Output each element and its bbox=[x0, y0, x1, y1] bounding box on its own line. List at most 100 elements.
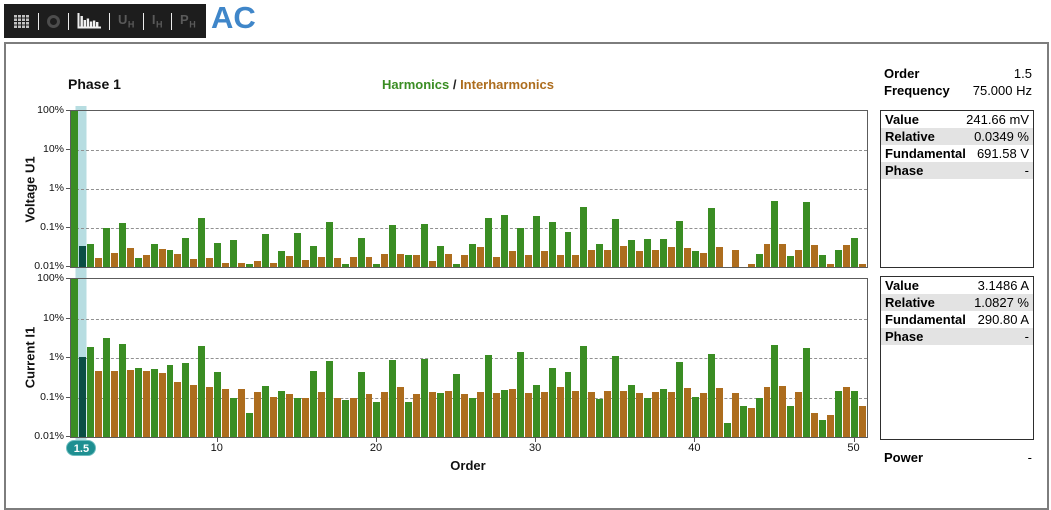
interharmonic-bar[interactable] bbox=[461, 255, 468, 267]
interharmonic-bar[interactable] bbox=[636, 393, 644, 437]
harmonic-bar[interactable] bbox=[437, 245, 445, 267]
interharmonic-bar[interactable] bbox=[190, 259, 198, 267]
interharmonic-bar[interactable] bbox=[779, 385, 787, 437]
interharmonic-bar[interactable] bbox=[779, 244, 787, 267]
interharmonic-bar[interactable] bbox=[126, 370, 134, 437]
harmonic-bar[interactable] bbox=[325, 222, 333, 267]
interharmonic-bar[interactable] bbox=[811, 245, 819, 267]
interharmonic-bar[interactable] bbox=[174, 382, 182, 437]
harmonic-bar[interactable] bbox=[421, 223, 429, 267]
harmonic-bar[interactable] bbox=[469, 243, 476, 267]
cursor-order-badge[interactable]: 1.5 bbox=[66, 440, 97, 456]
harmonic-bar[interactable] bbox=[277, 390, 285, 437]
harmonic-bar[interactable] bbox=[835, 250, 843, 267]
interharmonic-bar[interactable] bbox=[795, 391, 803, 437]
harmonic-bar[interactable] bbox=[787, 406, 795, 437]
harmonic-bar[interactable] bbox=[341, 263, 349, 267]
harmonic-bar[interactable] bbox=[86, 347, 94, 437]
current-harmonics-chart[interactable] bbox=[70, 278, 868, 438]
harmonic-bar[interactable] bbox=[182, 363, 190, 437]
interharmonic-bar[interactable] bbox=[270, 396, 277, 437]
interharmonic-bar[interactable] bbox=[445, 390, 453, 437]
harmonic-bar[interactable] bbox=[500, 214, 508, 267]
interharmonic-bar[interactable] bbox=[301, 397, 309, 437]
interharmonic-bar[interactable] bbox=[668, 391, 675, 437]
harmonic-bar[interactable] bbox=[309, 245, 317, 267]
interharmonic-bar[interactable] bbox=[827, 414, 835, 437]
interharmonic-bar[interactable] bbox=[429, 391, 437, 437]
harmonic-bar[interactable] bbox=[675, 361, 683, 437]
harmonic-bar[interactable] bbox=[293, 397, 301, 437]
harmonic-bar[interactable] bbox=[628, 239, 636, 267]
harmonic-bar[interactable] bbox=[230, 239, 238, 267]
harmonic-bar[interactable] bbox=[516, 228, 524, 267]
harmonic-bar[interactable] bbox=[691, 250, 699, 267]
interharmonic-bar[interactable] bbox=[492, 257, 500, 267]
interharmonic-bar[interactable] bbox=[731, 393, 739, 437]
harmonic-bar[interactable] bbox=[357, 238, 365, 267]
interharmonic-bar[interactable] bbox=[572, 390, 580, 437]
harmonic-bar[interactable] bbox=[262, 234, 269, 267]
harmonics-chart-icon[interactable] bbox=[77, 13, 101, 29]
interharmonic-bar[interactable] bbox=[94, 258, 102, 267]
interharmonic-bar[interactable] bbox=[620, 245, 628, 267]
interharmonic-bar[interactable] bbox=[270, 262, 277, 267]
harmonic-bar[interactable] bbox=[453, 373, 461, 437]
harmonic-bar[interactable] bbox=[500, 389, 508, 437]
interharmonic-bar[interactable] bbox=[238, 389, 246, 437]
harmonic-bar[interactable] bbox=[373, 402, 381, 437]
harmonic-bar[interactable] bbox=[453, 263, 461, 267]
harmonic-bar[interactable] bbox=[660, 238, 667, 267]
interharmonic-bar[interactable] bbox=[158, 248, 166, 267]
interharmonic-bar[interactable] bbox=[636, 251, 644, 267]
interharmonic-bar[interactable] bbox=[827, 263, 835, 267]
interharmonic-bar[interactable] bbox=[222, 389, 230, 437]
harmonic-bar[interactable] bbox=[851, 390, 859, 437]
interharmonic-bar[interactable] bbox=[588, 391, 596, 437]
harmonic-bar[interactable] bbox=[548, 222, 556, 267]
interharmonic-bar[interactable] bbox=[333, 397, 341, 437]
interharmonic-bar[interactable] bbox=[365, 394, 373, 437]
harmonic-bar[interactable] bbox=[150, 369, 158, 437]
interharmonic-bar[interactable] bbox=[461, 394, 468, 437]
interharmonic-bar[interactable] bbox=[445, 253, 453, 267]
harmonic-bar[interactable] bbox=[166, 364, 174, 437]
interharmonic-bar[interactable] bbox=[397, 253, 405, 267]
interharmonic-bar[interactable] bbox=[110, 252, 118, 267]
interharmonic-bar[interactable] bbox=[731, 250, 739, 267]
interharmonic-bar[interactable] bbox=[206, 386, 214, 437]
harmonic-bar[interactable] bbox=[71, 279, 78, 437]
harmonic-bar[interactable] bbox=[230, 397, 238, 437]
interharmonic-bar[interactable] bbox=[158, 373, 166, 437]
interharmonic-bar[interactable] bbox=[683, 247, 691, 267]
interharmonic-bar[interactable] bbox=[652, 391, 660, 437]
harmonic-bar[interactable] bbox=[580, 346, 588, 437]
harmonic-bar[interactable] bbox=[548, 368, 556, 437]
interharmonic-bar[interactable] bbox=[254, 391, 262, 437]
harmonic-bar[interactable] bbox=[628, 384, 636, 437]
interharmonic-bar[interactable] bbox=[349, 257, 357, 267]
interharmonic-bar[interactable] bbox=[381, 253, 389, 267]
interharmonic-bar[interactable] bbox=[604, 390, 612, 437]
harmonic-bar[interactable] bbox=[150, 244, 158, 267]
interharmonic-bar[interactable] bbox=[508, 251, 516, 267]
harmonic-bar[interactable] bbox=[739, 406, 747, 437]
harmonic-bar[interactable] bbox=[118, 222, 126, 267]
harmonic-bar[interactable] bbox=[437, 393, 445, 437]
interharmonic-bar[interactable] bbox=[206, 258, 214, 267]
interharmonic-bar[interactable] bbox=[540, 391, 548, 437]
interharmonic-bar[interactable] bbox=[747, 407, 755, 437]
harmonic-bar[interactable] bbox=[771, 200, 779, 267]
interharmonic-bar[interactable] bbox=[476, 391, 484, 437]
harmonic-bar[interactable] bbox=[405, 255, 413, 267]
harmonic-bar[interactable] bbox=[532, 216, 540, 267]
interharmonic-bar[interactable] bbox=[699, 393, 707, 437]
refresh-icon[interactable] bbox=[47, 14, 60, 28]
interharmonic-bar[interactable] bbox=[811, 413, 819, 437]
selected-order-bar[interactable] bbox=[78, 245, 86, 267]
harmonic-bar[interactable] bbox=[707, 353, 715, 437]
harmonic-bar[interactable] bbox=[341, 400, 349, 437]
harmonic-bar[interactable] bbox=[755, 254, 763, 267]
channel-button-ph[interactable]: PH bbox=[180, 12, 197, 30]
harmonic-bar[interactable] bbox=[293, 232, 301, 267]
